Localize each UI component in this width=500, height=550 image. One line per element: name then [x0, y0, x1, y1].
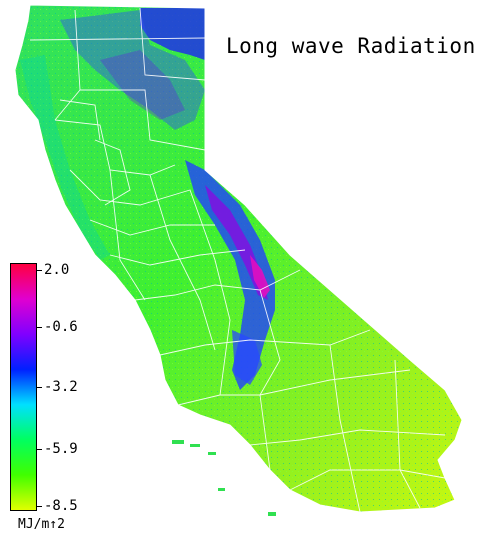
legend-tick-mark [37, 449, 42, 450]
color-scale-bar [10, 263, 37, 511]
legend-tick-label: -5.9 [44, 441, 78, 457]
legend-tick-label: -0.6 [44, 319, 78, 335]
legend-unit-label: MJ/m↑2 [18, 517, 65, 532]
county-boundaries [29, 7, 446, 513]
legend-tick-label: -3.2 [44, 379, 78, 395]
northeast-low-radiation-zone [140, 8, 205, 60]
legend-tick-mark [37, 506, 42, 507]
legend-tick-mark [37, 327, 42, 328]
legend-tick-label: 2.0 [44, 262, 70, 278]
map-title: Long wave Radiation [226, 34, 476, 58]
sierra-nevada-band [185, 160, 275, 390]
legend-tick-label: -8.5 [44, 498, 78, 514]
legend-tick-mark [37, 270, 42, 271]
legend-tick-mark [37, 387, 42, 388]
channel-islands [172, 440, 276, 516]
